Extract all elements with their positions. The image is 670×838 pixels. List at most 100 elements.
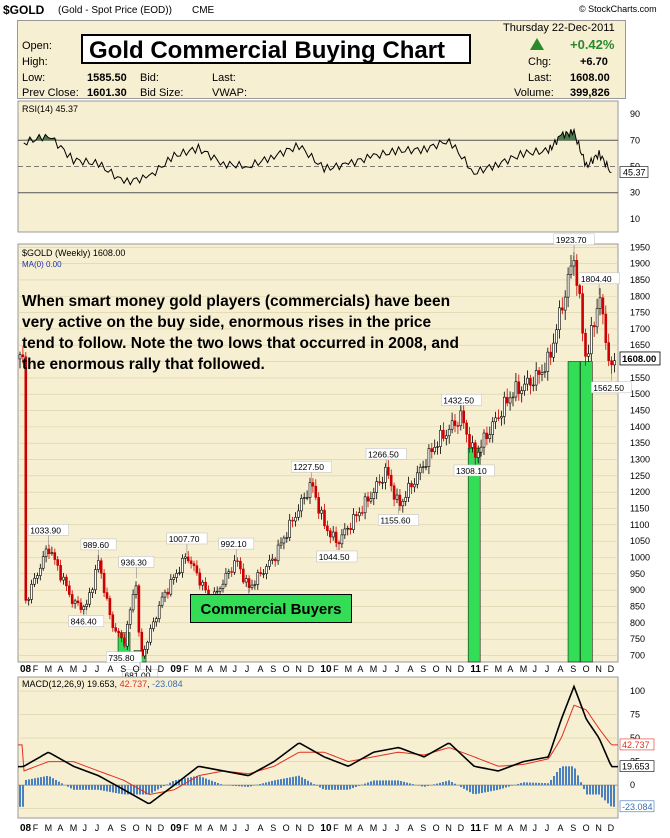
rsi-tick-70: 70 — [630, 135, 640, 145]
macd-histogram-bar — [217, 783, 219, 786]
candle-body — [155, 618, 158, 623]
candle-body — [456, 425, 460, 427]
price-xlabel-8: S — [120, 664, 126, 674]
candle-body — [38, 567, 42, 576]
macd-histogram-bar — [553, 775, 555, 786]
price-xlabel-47: D — [608, 664, 615, 674]
macd-histogram-bar — [247, 785, 249, 787]
candle-body — [546, 351, 550, 372]
price-label-3: 936.30 — [121, 557, 147, 567]
candle-body — [531, 384, 535, 387]
macd-histogram-bar — [463, 785, 465, 789]
symbol-description: (Gold - Spot Price (EOD)) — [58, 5, 172, 16]
macd-xlabel-15: A — [207, 823, 213, 833]
ma-legend: MA(0) 0.00 — [22, 260, 62, 269]
macd-xlabel-31: A — [408, 823, 414, 833]
macd-xlabel-22: N — [295, 823, 302, 833]
candle-body — [131, 594, 135, 611]
price-xlabel-6: J — [95, 664, 100, 674]
macd-xlabel-45: O — [583, 823, 590, 833]
macd-histogram-bar — [151, 785, 153, 793]
price-tick-950: 950 — [630, 569, 645, 579]
macd-xlabel-26: M — [345, 823, 353, 833]
macd-histogram-bar — [298, 775, 300, 786]
macd-histogram-bar — [433, 784, 435, 786]
macd-histogram-bar — [25, 779, 27, 786]
macd-histogram-bar — [517, 783, 519, 786]
macd-xlabel-6: J — [95, 823, 100, 833]
candle-body — [253, 584, 257, 586]
macd-histogram-bar — [46, 775, 48, 786]
candle-body — [500, 416, 503, 419]
macd-histogram-bar — [196, 775, 198, 786]
macd-xlabel-20: S — [270, 823, 276, 833]
bid-label: Bid: — [140, 72, 159, 84]
candle-body — [105, 592, 109, 599]
macd-histogram-bar — [385, 780, 387, 786]
price-label-4: 735.80 — [108, 653, 134, 663]
candle-body — [613, 360, 616, 366]
macd-histogram-bar — [193, 776, 195, 786]
macd-histogram-bar — [328, 785, 330, 790]
candle-body — [534, 370, 538, 386]
candle-body — [268, 559, 271, 567]
candle-body — [366, 496, 370, 502]
price-label-10: 1227.50 — [293, 462, 324, 472]
candle-body — [65, 576, 68, 587]
high-label: High: — [22, 56, 48, 68]
candle-body — [50, 552, 54, 554]
macd-tick-100: 100 — [630, 686, 645, 696]
macd-histogram-bar — [79, 785, 81, 790]
macd-histogram-bar — [481, 785, 483, 793]
macd-line — [18, 684, 618, 805]
macd-histogram-bar — [43, 776, 45, 786]
candle-body — [395, 494, 399, 500]
annotation-text: When smart money gold players (commercia… — [22, 293, 459, 373]
candle-body — [415, 472, 419, 485]
price-tick-1500: 1500 — [630, 389, 650, 399]
macd-xlabel-40: M — [520, 823, 528, 833]
macd-histogram-bar — [31, 778, 33, 786]
candle-body — [204, 581, 207, 591]
price-xlabel-19: A — [258, 664, 264, 674]
macd-histogram-bar — [601, 785, 603, 798]
candle-body — [444, 435, 448, 439]
macd-xlabel-4: M — [70, 823, 78, 833]
price-label-box-3 — [118, 556, 155, 568]
candle-body — [450, 420, 454, 430]
candle-body — [160, 596, 164, 606]
candle-body — [108, 598, 112, 616]
candle-body — [68, 585, 71, 595]
macd-histogram-bar — [73, 785, 75, 790]
price-xlabel-1: F — [33, 664, 39, 674]
macd-histogram-bar — [604, 785, 606, 801]
macd-histogram-bar — [241, 785, 243, 787]
candle-body — [529, 377, 532, 386]
macd-histogram-bar — [610, 785, 612, 807]
macd-histogram-bar — [157, 785, 159, 790]
macd-histogram-bar — [148, 785, 150, 795]
candle-body — [195, 565, 199, 574]
macd-histogram-bar — [52, 778, 54, 786]
candle-body — [297, 510, 300, 518]
candle-body — [418, 466, 422, 474]
candle-body — [433, 447, 437, 453]
candle-body — [70, 594, 74, 604]
candle-body — [256, 572, 260, 585]
macd-xlabel-18: J — [245, 823, 250, 833]
candle-body — [117, 630, 120, 634]
macd-signal-line — [18, 704, 618, 795]
macd-histogram-bar — [541, 782, 543, 786]
macd-histogram-bar — [316, 785, 318, 786]
macd-hist-value-box — [619, 800, 655, 813]
candle-body — [250, 584, 254, 588]
candle-body — [505, 396, 509, 404]
macd-xlabel-46: N — [595, 823, 602, 833]
price-tick-900: 900 — [630, 585, 645, 595]
rsi-line — [23, 127, 612, 186]
macd-histogram-bar — [277, 779, 279, 786]
chg-label: Chg: — [528, 56, 552, 68]
bid-size-label: Bid Size: — [140, 87, 184, 99]
macd-xlabel-33: O — [433, 823, 440, 833]
